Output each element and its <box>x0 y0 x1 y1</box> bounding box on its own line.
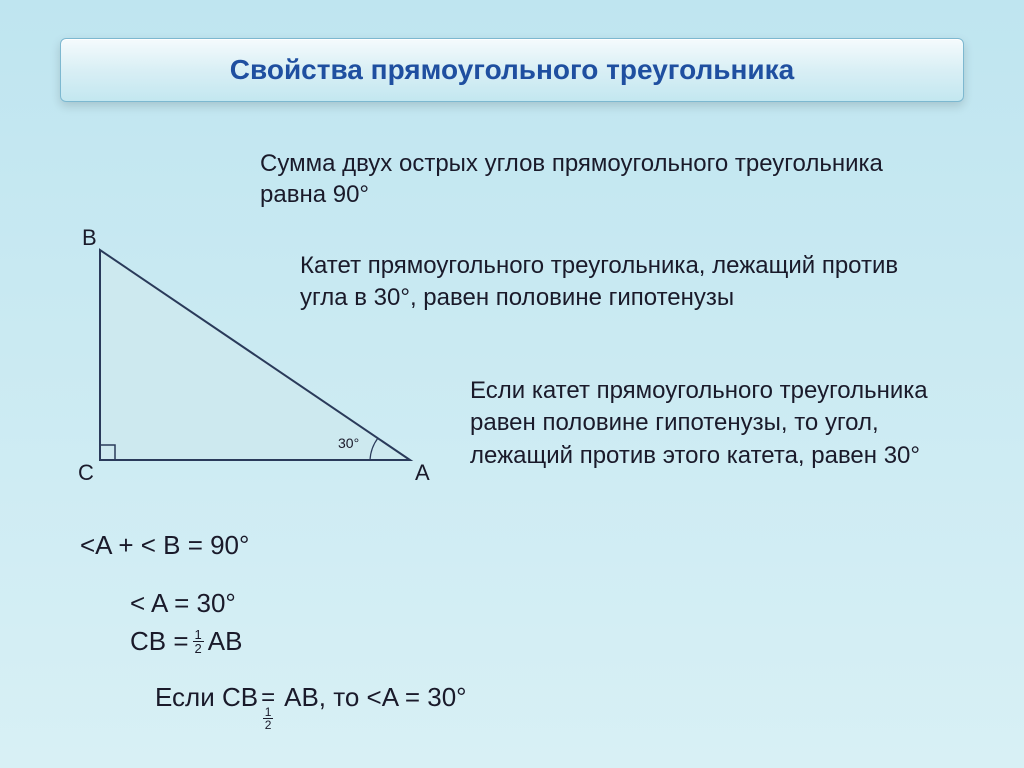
property-2-text: Катет прямоугольного треугольника, лежащ… <box>300 250 940 315</box>
eq3-rhs: AB <box>208 626 243 657</box>
equals-with-fraction-icon: = 1 2 <box>261 686 275 710</box>
frac-den: 2 <box>193 641 204 655</box>
vertex-label-b: B <box>82 225 97 251</box>
eq4-prefix: Если CB <box>155 682 258 713</box>
eq4-frac-num: 1 <box>265 706 272 718</box>
vertex-label-c: C <box>78 460 94 486</box>
equation-cb-half-ab: CB = 1 2 AB <box>130 626 242 657</box>
fraction-half-icon: 1 2 <box>193 628 204 655</box>
eq4-frac-den: 2 <box>263 718 274 731</box>
angle-label-30: 30° <box>338 435 359 451</box>
equation-angle-a: < A = 30° <box>130 588 236 619</box>
property-3-text: Если катет прямоугольного треугольника р… <box>470 375 970 472</box>
vertex-label-a: A <box>415 460 430 486</box>
property-1-text: Сумма двух острых углов прямоугольного т… <box>260 148 900 210</box>
equation-sum-angles: <A + < B = 90° <box>80 530 249 561</box>
eq4-mid: AB, то <A = 30° <box>284 682 466 713</box>
eq3-lhs: CB = <box>130 626 189 657</box>
page-title: Свойства прямоугольного треугольника <box>230 54 794 86</box>
title-bar: Свойства прямоугольного треугольника <box>60 38 964 102</box>
frac-num: 1 <box>193 628 204 641</box>
equation-converse: Если CB = 1 2 AB, то <A = 30° <box>155 682 467 713</box>
